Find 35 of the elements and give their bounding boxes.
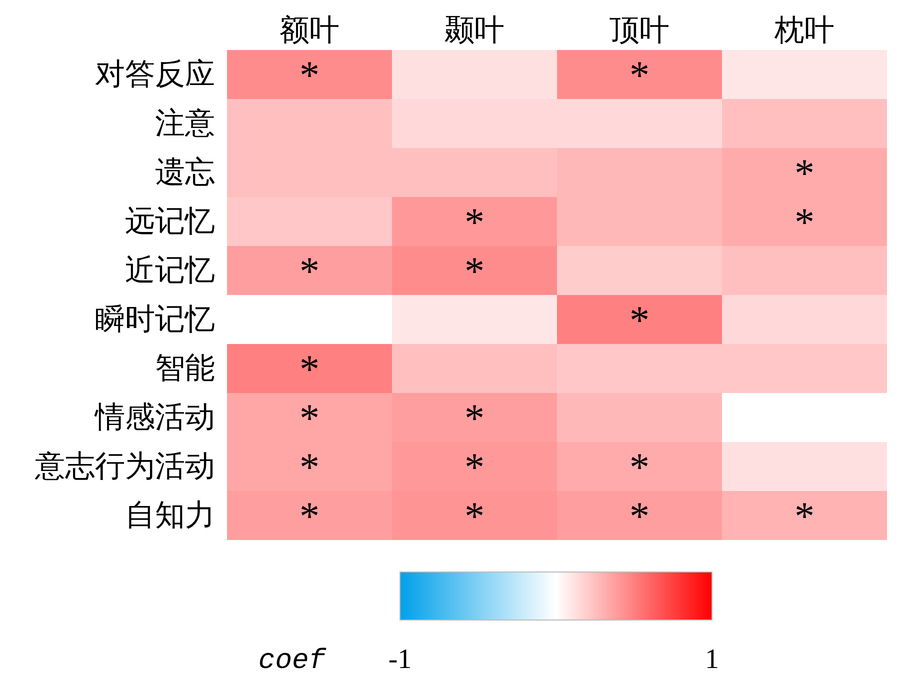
data-label: * xyxy=(464,396,484,440)
data-label: * xyxy=(630,444,650,490)
y-tick-label: 对答反应 xyxy=(95,58,215,91)
data-label: * xyxy=(300,396,320,440)
data-label: * xyxy=(464,248,484,294)
y-tick-label: 瞬时记忆 xyxy=(95,303,215,336)
y-tick-label: 近记忆 xyxy=(125,254,215,287)
data-label: * xyxy=(300,248,320,294)
data-label: * xyxy=(300,346,320,392)
data-label: * xyxy=(300,444,320,490)
y-tick-label: 智能 xyxy=(155,352,215,385)
data-label: * xyxy=(630,494,650,538)
data-label: * xyxy=(794,200,814,244)
data-label: * xyxy=(464,494,484,538)
data-label: * xyxy=(300,494,320,538)
y-tick-label: 意志行为活动 xyxy=(34,450,215,483)
color-bar-label: -1 xyxy=(388,644,412,675)
data-label: * xyxy=(794,494,814,538)
x-tick-label: 额叶 xyxy=(280,14,340,47)
data-label: * xyxy=(794,150,814,196)
y-tick-label: 遗忘 xyxy=(155,156,215,189)
y-tick-label: 自知力 xyxy=(125,499,215,532)
x-tick-label: 颞叶 xyxy=(444,14,504,47)
data-label: * xyxy=(630,298,650,342)
x-tick-label: 顶叶 xyxy=(610,14,670,47)
y-tick-label: 情感活动 xyxy=(94,401,215,434)
y-tick-label: 远记忆 xyxy=(125,205,215,238)
data-label: * xyxy=(630,52,650,98)
color-bar-label: 1 xyxy=(705,644,719,675)
data-label: * xyxy=(464,200,484,244)
color-bar-title: coef xyxy=(258,646,327,677)
data-label: * xyxy=(464,444,484,490)
data-label: * xyxy=(300,52,320,98)
y-tick-label: 注意 xyxy=(155,107,215,140)
x-tick-label: 枕叶 xyxy=(774,14,834,47)
